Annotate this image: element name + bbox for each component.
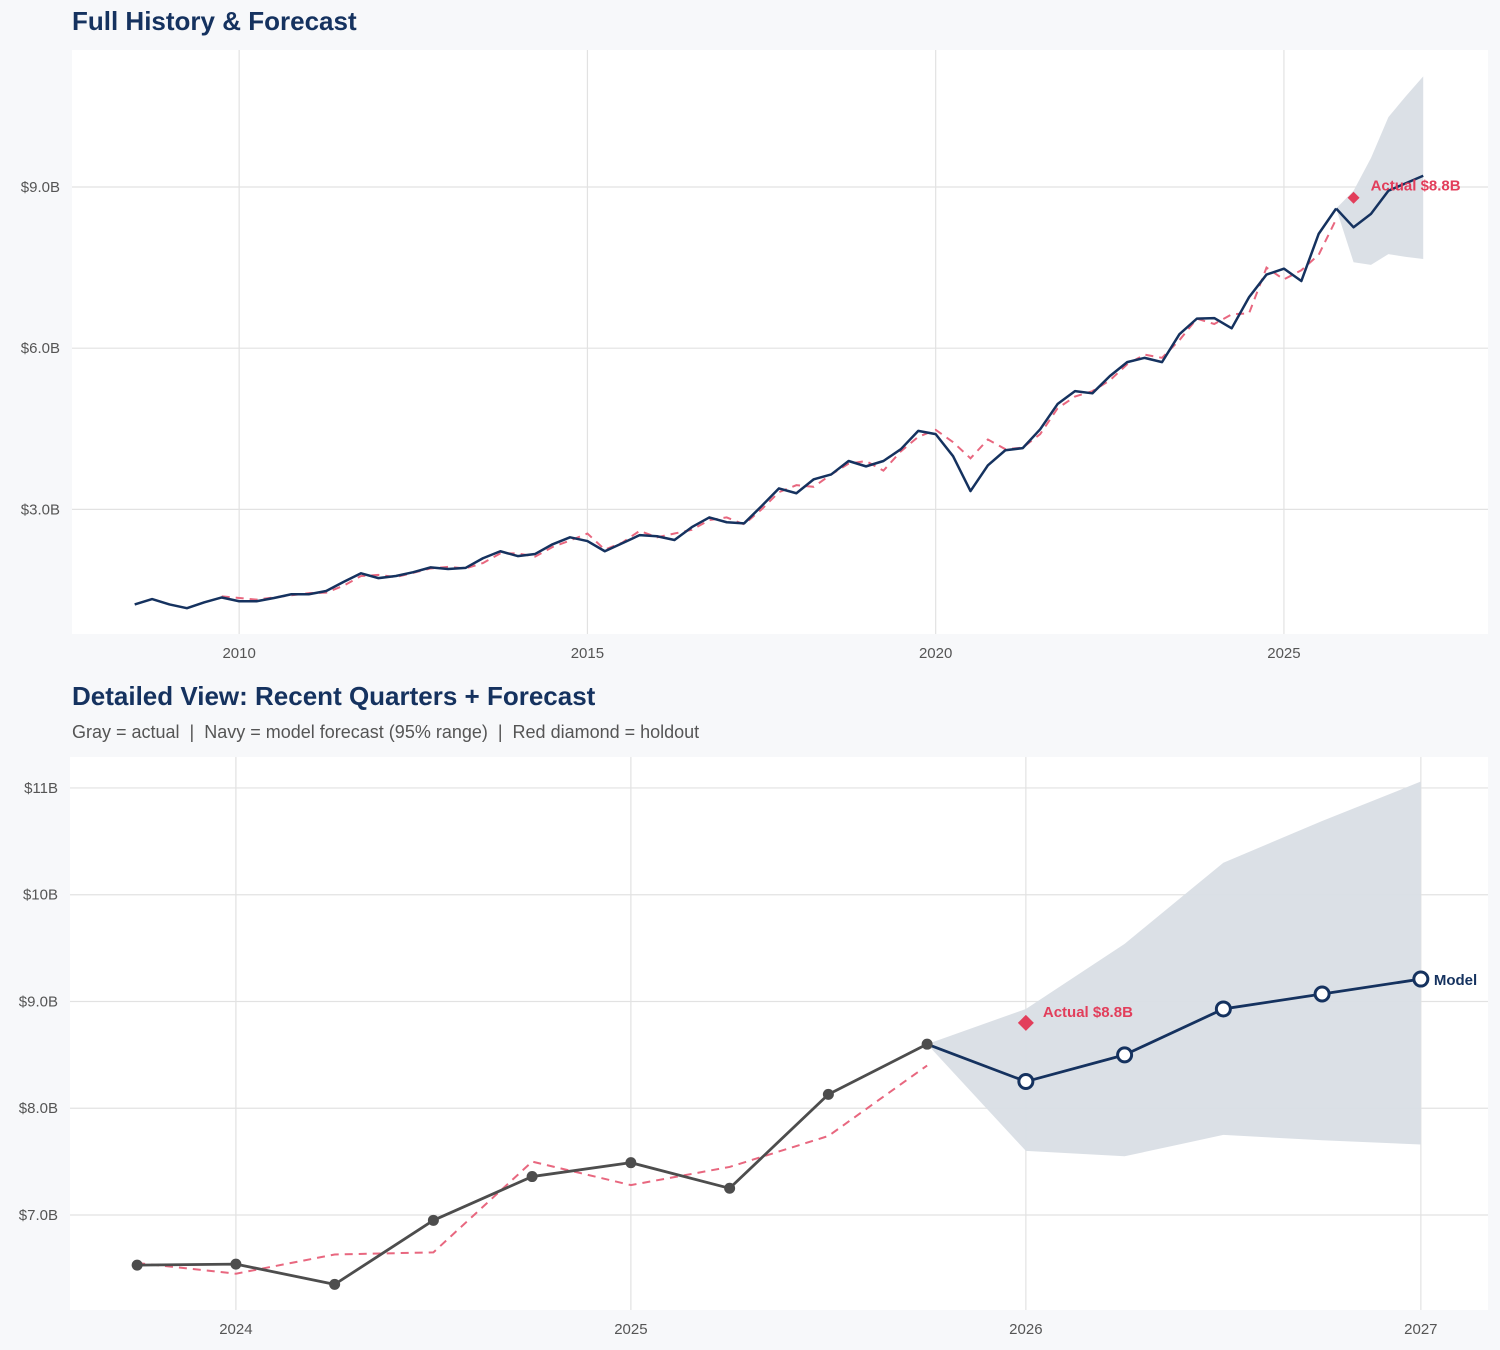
model-label: Model: [1434, 972, 1477, 989]
top-chart: 2010 2015 2020 2025 $3.0B $6.0B $9.0B Actual $8…: [21, 50, 1488, 662]
detail-actual-point: [625, 1157, 637, 1169]
top-x-tick-label: 2020: [919, 645, 952, 662]
detail-x-tick-label: 2026: [1009, 1321, 1042, 1338]
top-holdout-label: Actual $8.8B: [1371, 178, 1461, 195]
top-x-tick-label: 2015: [571, 645, 604, 662]
detail-forecast-point: [1313, 985, 1331, 1003]
detail-forecast-point: [1412, 970, 1430, 988]
detail-actual-point: [427, 1214, 439, 1226]
detail-y-tick-label: $9.0B: [19, 993, 58, 1010]
detail-holdout-diamond: [1017, 1014, 1034, 1031]
detail-y-tick-label: $11B: [24, 780, 58, 797]
top-x-tick-label: 2010: [222, 645, 255, 662]
detail-actual-point: [230, 1258, 242, 1270]
detail-x-tick-label: 2024: [219, 1321, 252, 1338]
detail-actual-point: [526, 1171, 538, 1183]
detail-y-tick-label: $8.0B: [19, 1100, 58, 1117]
top-fitted-line: [221, 218, 1338, 601]
detail-actual-point: [822, 1088, 834, 1100]
detail-forecast-point: [1116, 1046, 1134, 1064]
top-holdout-diamond: [1347, 191, 1360, 204]
detail-forecast-point: [1214, 1000, 1232, 1018]
detail-forecast-line: [926, 977, 1422, 1083]
detail-actual-point: [329, 1278, 341, 1290]
detail-chart: 2024 2025 2026 2027 $7.0B $8.0B $9.0B $10B $11B M…: [19, 757, 1488, 1338]
detail-actual-point: [921, 1038, 933, 1050]
detail-x-tick-label: 2027: [1404, 1321, 1437, 1338]
detail-fitted-line: [137, 1064, 928, 1275]
chart-title-detailed-view: Detailed View: Recent Quarters + Forecas…: [72, 681, 596, 711]
chart-subtitle-legend: Gray = actual | Navy = model forecast (9…: [72, 722, 700, 742]
top-x-tick-label: 2025: [1267, 645, 1300, 662]
detail-forecast-point: [1017, 1073, 1035, 1091]
top-plot-area: [72, 50, 1488, 634]
detail-y-tick-label: $7.0B: [19, 1207, 58, 1224]
top-y-tick-label: $9.0B: [21, 179, 60, 196]
top-y-tick-label: $3.0B: [21, 501, 60, 518]
detail-holdout-label: Actual $8.8B: [1043, 1004, 1133, 1021]
detail-y-tick-label: $10B: [23, 887, 58, 904]
top-forecast-band: [1336, 76, 1424, 265]
detail-actual-point: [131, 1259, 143, 1271]
detail-forecast-band: [927, 781, 1421, 1157]
chart-title-full-history: Full History & Forecast: [72, 6, 357, 36]
top-y-tick-label: $6.0B: [21, 340, 60, 357]
detail-x-tick-label: 2025: [614, 1321, 647, 1338]
top-forecast-line: [1335, 174, 1424, 229]
detail-actual-point: [724, 1182, 736, 1194]
top-actual-line: [134, 207, 1338, 610]
